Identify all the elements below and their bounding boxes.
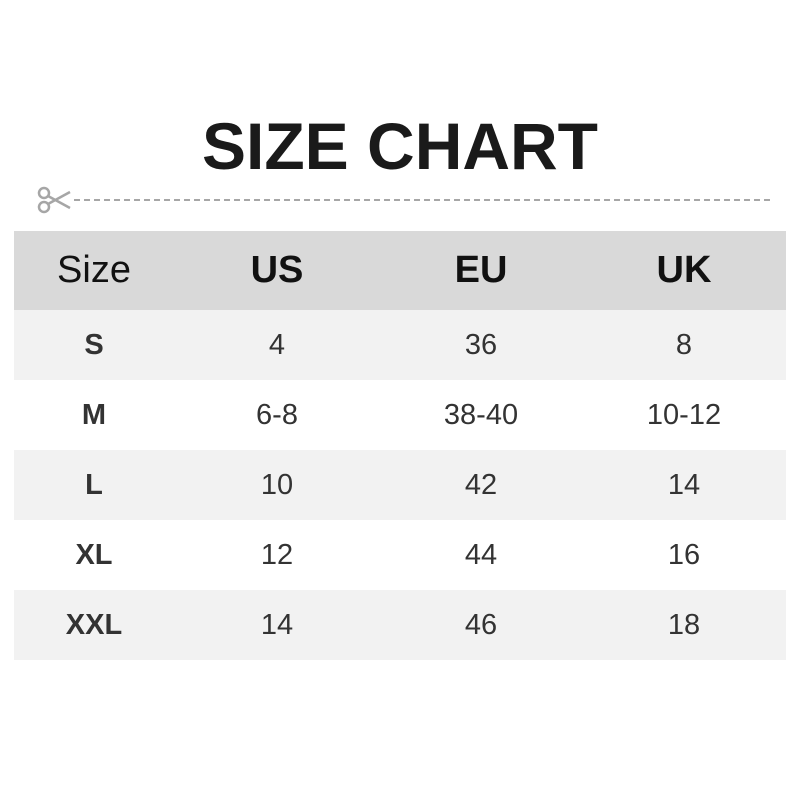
cell-size: M bbox=[81, 398, 107, 431]
cell-size: L bbox=[14, 450, 174, 520]
cell-us: 14 bbox=[174, 590, 380, 660]
table-row: S 4 36 8 bbox=[14, 310, 786, 380]
cell-eu: 44 bbox=[464, 538, 498, 571]
cell-size: XXL bbox=[14, 590, 174, 660]
cell-us: 12 bbox=[260, 538, 294, 571]
table-row: XXL 14 46 18 bbox=[14, 590, 786, 660]
page-title: SIZE CHART bbox=[202, 109, 598, 183]
cell-eu: 38-40 bbox=[443, 398, 519, 431]
cell-us: 6-8 bbox=[256, 398, 298, 431]
size-table: Size US EU UK S 4 36 8 M 6-8 38-40 10-12… bbox=[14, 231, 786, 660]
header-us: US bbox=[174, 231, 380, 310]
cell-uk: 10-12 bbox=[646, 398, 722, 431]
cut-line bbox=[36, 186, 770, 214]
cell-us: 4 bbox=[174, 310, 380, 380]
scissors-icon bbox=[37, 186, 71, 214]
cell-eu: 42 bbox=[380, 450, 582, 520]
cell-us: 10 bbox=[174, 450, 380, 520]
table-row: XL 12 44 16 bbox=[14, 520, 786, 590]
cell-eu: 46 bbox=[380, 590, 582, 660]
table-row: L 10 42 14 bbox=[14, 450, 786, 520]
cell-eu: 36 bbox=[380, 310, 582, 380]
table-header-row: Size US EU UK bbox=[14, 231, 786, 310]
cell-uk: 14 bbox=[582, 450, 786, 520]
cell-uk: 16 bbox=[667, 538, 701, 571]
header-eu: EU bbox=[380, 231, 582, 310]
dashed-divider bbox=[74, 199, 770, 201]
cell-uk: 18 bbox=[582, 590, 786, 660]
header-uk: UK bbox=[582, 231, 786, 310]
cell-uk: 8 bbox=[582, 310, 786, 380]
cell-size: S bbox=[14, 310, 174, 380]
cell-size: XL bbox=[75, 538, 113, 571]
table-row: M 6-8 38-40 10-12 bbox=[14, 380, 786, 450]
header-size: Size bbox=[14, 231, 174, 310]
